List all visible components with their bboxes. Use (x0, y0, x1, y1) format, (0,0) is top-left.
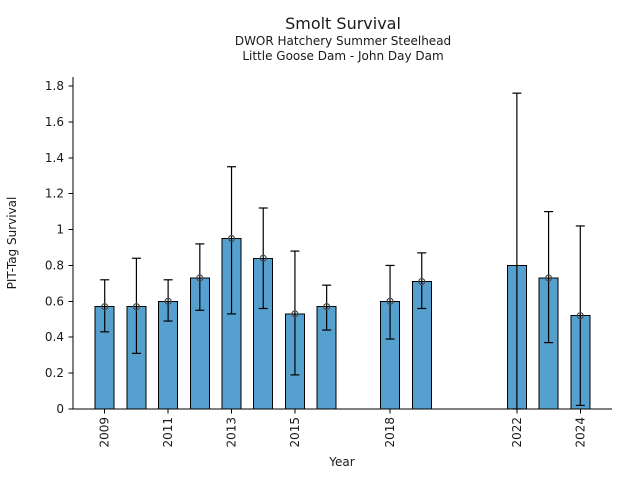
point-marker-2011 (164, 297, 172, 305)
point-marker-2014 (259, 254, 267, 262)
plot-area: 0 0.2 0.4 0.6 0.8 1 1.2 1.4 1.6 1.8 2009 2011 2013 20… (45, 77, 612, 448)
x-tick-label-2022: 2022 (510, 417, 524, 448)
point-marker-2019 (418, 277, 426, 286)
point-marker-2018 (386, 297, 394, 305)
y-tick-label-1: 1 (56, 223, 64, 237)
point-marker-2023 (544, 274, 553, 282)
point-marker-2016 (323, 303, 331, 311)
y-tick-label-0.4: 0.4 (45, 330, 64, 344)
y-tick-label-1.6: 1.6 (45, 115, 64, 129)
x-tick-label-2015: 2015 (288, 417, 302, 448)
y-tick-label-0.2: 0.2 (45, 366, 64, 380)
point-marker-2009 (101, 303, 109, 311)
y-tick-label-1.2: 1.2 (45, 187, 64, 201)
y-axis-label: PIT-Tag Survival (5, 197, 19, 290)
x-tick-label-2024: 2024 (573, 417, 587, 448)
point-marker-2010 (132, 303, 141, 311)
chart-subtitle-line2: Little Goose Dam - John Day Dam (242, 49, 443, 63)
y-tick-label-1.8: 1.8 (45, 79, 64, 93)
x-tick-label-2009: 2009 (98, 417, 112, 448)
y-tick-label-1.4: 1.4 (45, 151, 64, 165)
x-tick-label-2011: 2011 (161, 417, 175, 448)
chart-subtitle-line1: DWOR Hatchery Summer Steelhead (235, 34, 451, 48)
point-marker-2024 (576, 312, 584, 320)
x-tick-label-2018: 2018 (383, 417, 397, 448)
point-marker-2015 (291, 310, 299, 318)
chart-title: Smolt Survival (285, 14, 401, 33)
y-tick-label-0.8: 0.8 (45, 258, 64, 272)
point-marker-2012 (196, 274, 204, 282)
point-marker-2013 (227, 234, 236, 243)
x-tick-label-2013: 2013 (225, 417, 239, 448)
y-tick-label-0: 0 (56, 402, 64, 416)
x-axis-label: Year (328, 455, 354, 469)
y-tick-label-0.6: 0.6 (45, 294, 64, 308)
